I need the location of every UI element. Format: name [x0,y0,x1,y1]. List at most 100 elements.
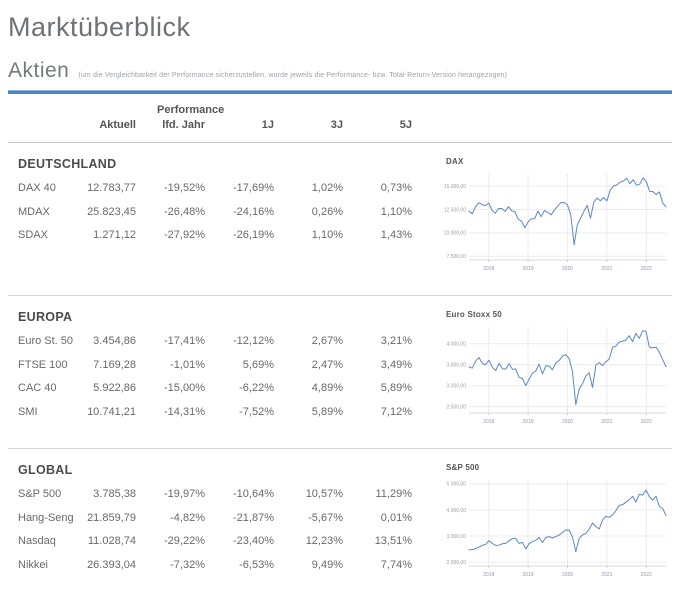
mini-chart: S&P 500 2018 2019 2020 2021 2022 2.000,00 3.000… [439,463,672,585]
header-divider [8,142,672,143]
index-value: 4,89% [311,382,343,394]
index-value: 2,67% [311,335,343,347]
index-label: Nikkei [18,558,48,571]
index-value: 25.823,45 [87,205,136,218]
index-price-line [468,330,667,406]
aktien-section-note: (um die Vergleichbarkeit der Performance… [78,72,508,79]
index-value: 5,89% [380,382,412,394]
x-axis-tick-label: 2021 [601,572,612,578]
index-row: FTSE 100 7.169,28 -1,01% 5,69% 2,47% 3,49% [8,354,439,378]
index-value: -10,64% [233,488,274,500]
chart-canvas: 2018 2019 2020 2021 2022 2.000,00 3.000,00 4.00… [447,480,667,578]
market-section-europa: EUROPA Euro St. 50 3.454,86 -17,41% -12,12% 2… [8,295,672,448]
index-row: DAX 40 12.783,77 -19,52% -17,69% 1,02% 0,73% [8,177,439,201]
index-value: -21,87% [233,511,274,524]
index-value: 5,89% [311,405,343,418]
y-axis-tick-label: 12.500,00 [444,207,466,213]
group-title: GLOBAL [18,463,73,477]
x-axis-tick-label: 2022 [641,419,652,425]
chart-title: Euro Stoxx 50 [446,310,502,319]
column-header-1j: 1J [261,119,274,131]
index-row: Nikkei 26.393,04 -7,32% -6,53% 9,49% 7,74% [8,554,439,578]
table-header: Performance Aktuell lfd. Jahr 1J 3J 5J [8,102,672,140]
y-axis-tick-label: 10.000,00 [444,231,466,237]
chart-title: S&P 500 [446,463,480,472]
market-sections: DEUTSCHLAND DAX 40 12.783,77 -19,52% -17,69%… [8,143,672,601]
index-value: -29,22% [164,535,205,547]
index-value: 3.454,86 [93,335,136,347]
index-value: 11.028,74 [87,535,136,547]
index-value: -26,19% [233,229,274,241]
index-label: SDAX [18,229,48,241]
index-value: -23,40% [233,535,274,547]
index-price-line [468,177,667,246]
index-value: -12,12% [233,335,274,347]
index-value: -6,53% [239,558,274,571]
index-value: -26,48% [164,205,205,218]
y-axis-tick-label: 15.000,00 [444,184,466,190]
index-row: Euro St. 50 3.454,86 -17,41% -12,12% 2,67% 3,… [8,330,439,354]
index-value: 7.169,28 [93,358,136,371]
market-section-deutschland: DEUTSCHLAND DAX 40 12.783,77 -19,52% -17,69%… [8,143,672,295]
y-axis-tick-label: 2.000,00 [447,560,467,566]
chart-canvas: 2018 2019 2020 2021 2022 7.500,00 10.000,00 12.… [444,174,667,272]
section-table: EUROPA Euro St. 50 3.454,86 -17,41% -12,12% 2… [8,296,439,432]
index-value: 5,69% [242,358,274,371]
section-table: DEUTSCHLAND DAX 40 12.783,77 -19,52% -17,69%… [8,143,439,279]
index-value: 13,51% [374,535,412,547]
index-value: -4,82% [170,511,205,524]
column-header-5j: 5J [399,119,412,131]
chart-canvas: 2018 2019 2020 2021 2022 2.500,00 3.000,00 3.50… [447,327,667,425]
index-value: 0,26% [311,205,343,218]
x-axis-tick-label: 2019 [523,266,534,272]
index-value: -17,69% [233,182,274,194]
index-value: 2,47% [311,358,343,371]
index-value: 0,01% [380,511,412,524]
index-row: SDAX 1.271,12 -27,92% -26,19% 1,10% 1,43% [8,224,439,248]
x-axis-tick-label: 2019 [523,572,534,578]
index-row: SMI 10.741,21 -14,31% -7,52% 5,89% 7,12% [8,401,439,425]
index-row: CAC 40 5.922,86 -15,00% -6,22% 4,89% 5,89% [8,377,439,401]
column-header-row: Aktuell lfd. Jahr 1J 3J 5J [8,119,412,131]
x-axis-tick-label: 2018 [483,266,494,272]
index-value: 7,74% [380,558,412,571]
index-price-line [468,489,667,553]
y-axis-tick-label: 3.000,00 [447,384,467,390]
x-axis-tick-label: 2021 [601,266,612,272]
index-value: 5.922,86 [93,382,136,394]
aktien-heading-row: Aktien (um die Vergleichbarkeit der Perf… [8,59,672,83]
index-value: -7,52% [239,405,274,418]
index-value: -6,22% [239,382,274,394]
x-axis-tick-label: 2020 [562,572,573,578]
index-value: 1.271,12 [93,229,136,241]
index-label: MDAX [18,205,50,218]
group-title: DEUTSCHLAND [18,157,117,171]
index-value: 3,21% [380,335,412,347]
y-axis-tick-label: 5.000,00 [447,482,467,488]
index-value: 10,57% [305,488,343,500]
mini-chart: Euro Stoxx 50 2018 2019 2020 2021 2022 2.500,0… [439,310,672,432]
index-value: -19,52% [164,182,205,194]
column-header-3j: 3J [330,119,343,131]
index-value: -17,41% [164,335,205,347]
group-title: EUROPA [18,310,73,324]
index-value: 26.393,04 [87,558,136,571]
index-value: 3.785,38 [93,488,136,500]
column-header-aktuell: Aktuell [99,119,136,131]
index-value: 1,43% [380,229,412,241]
index-value: 9,49% [311,558,343,571]
page-title: Marktüberblick [8,12,191,42]
x-axis-tick-label: 2022 [641,266,652,272]
y-axis-tick-label: 7.500,00 [447,254,467,260]
index-value: 10.741,21 [87,405,136,418]
index-value: -1,01% [170,358,205,371]
index-value: 1,10% [311,229,343,241]
column-header-spacer [18,119,78,131]
index-label: Nasdaq [18,535,56,547]
index-value: -14,31% [164,405,205,418]
index-value: 12.783,77 [87,182,136,194]
x-axis-tick-label: 2020 [562,266,573,272]
x-axis-tick-label: 2019 [523,419,534,425]
x-axis-tick-label: 2018 [483,572,494,578]
